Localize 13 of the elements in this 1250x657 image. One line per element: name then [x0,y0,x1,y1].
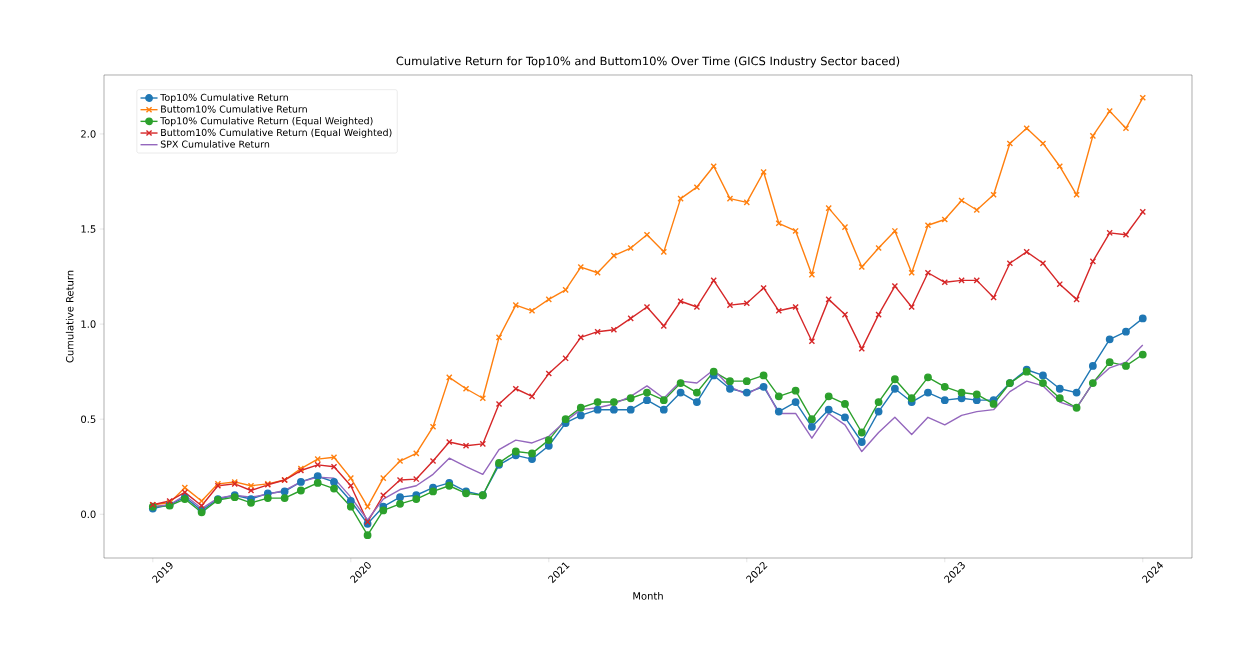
chart-title: Cumulative Return for Top10% and Buttom10% Over Time (GICS Industry Sector baced) [396,56,900,68]
x-axis-title: Month [633,591,663,600]
y-axis-title: Cumulative Return [65,270,74,363]
legend-label: Buttom10% Cumulative Return (Equal Weighted) [161,128,392,138]
y-tick-label: 0.5 [81,415,96,423]
legend-label: Top10% Cumulative Return [160,93,288,103]
y-tick-label: 1.5 [81,225,96,233]
legend-label: Top10% Cumulative Return (Equal Weighted) [160,117,373,127]
y-tick-label: 1.0 [81,320,96,328]
legend-label: Buttom10% Cumulative Return [161,105,307,113]
y-tick-label: 2.0 [81,130,96,138]
legend-label: SPX Cumulative Return [160,140,270,148]
y-tick-label: 0.0 [81,510,96,519]
